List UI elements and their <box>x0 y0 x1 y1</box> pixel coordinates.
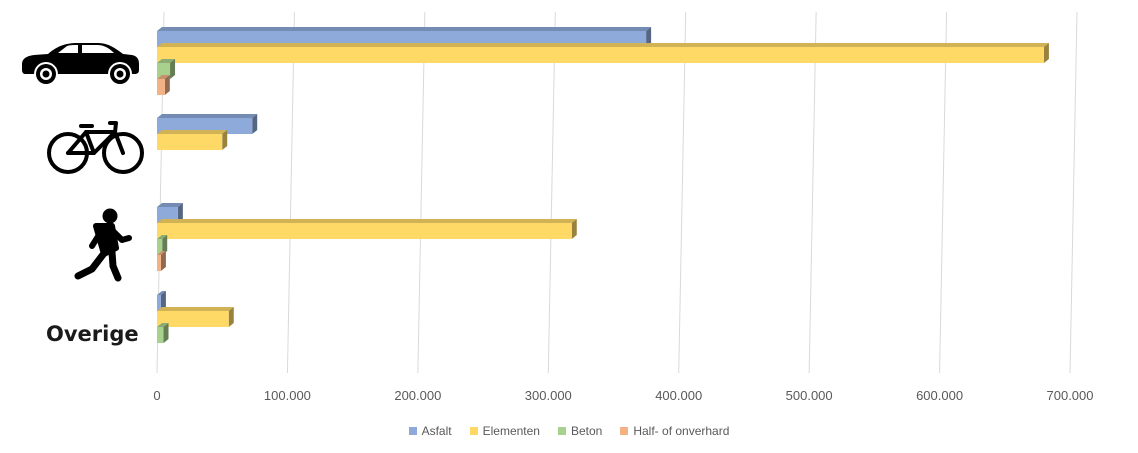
legend-label: Half- of onverhard <box>633 424 730 438</box>
legend-label: Beton <box>570 424 603 438</box>
bar <box>157 235 168 255</box>
legend-swatch <box>620 427 629 435</box>
category-label-overige: Overige <box>46 322 139 346</box>
bar <box>157 43 1049 63</box>
bar <box>157 291 166 311</box>
x-tick-label: 400.000 <box>655 388 702 403</box>
gridlines <box>156 11 1078 374</box>
legend-item: Beton <box>557 424 603 438</box>
bar <box>157 219 577 239</box>
gridline <box>808 11 817 374</box>
gridline <box>678 11 687 374</box>
x-tick-label: 100.000 <box>264 388 311 403</box>
legend-swatch <box>408 427 417 435</box>
legend-label: Asfalt <box>421 424 452 438</box>
x-tick-label: 0 <box>153 388 160 403</box>
gridline <box>417 11 426 374</box>
pedestrian-icon <box>74 208 132 282</box>
x-tick-label: 300.000 <box>525 388 572 403</box>
x-tick-label: 200.000 <box>394 388 441 403</box>
bar <box>157 75 170 95</box>
x-axis-ticks: 0 100.000 200.000 300.000 400.000 500.000 600.… <box>153 388 1093 403</box>
x-tick-label: 500.000 <box>786 388 833 403</box>
legend-swatch <box>469 427 478 435</box>
x-tick-label: 600.000 <box>916 388 963 403</box>
chart-legend: Asfalt Elementen Beton Half- of onverhard <box>0 424 1138 438</box>
bar-chart: 0 100.000 200.000 300.000 400.000 500.000 600.… <box>22 11 1094 403</box>
legend-label: Elementen <box>482 424 540 438</box>
bicycle-icon <box>47 121 144 174</box>
bars <box>157 27 1049 343</box>
x-tick-label: 700.000 <box>1047 388 1094 403</box>
bar <box>157 307 234 327</box>
legend-item: Asfalt <box>408 424 452 438</box>
gridline <box>939 11 948 374</box>
gridline <box>286 11 295 374</box>
category-labels: Overige <box>22 43 144 346</box>
gridline <box>1069 11 1078 374</box>
legend-item: Half- of onverhard <box>620 424 729 438</box>
bar <box>157 251 166 271</box>
bar <box>157 59 176 79</box>
bar <box>157 130 228 150</box>
legend-swatch <box>557 427 566 435</box>
gridline <box>547 11 556 374</box>
legend-item: Elementen <box>469 424 540 438</box>
car-icon <box>22 43 139 84</box>
bar <box>157 323 169 343</box>
